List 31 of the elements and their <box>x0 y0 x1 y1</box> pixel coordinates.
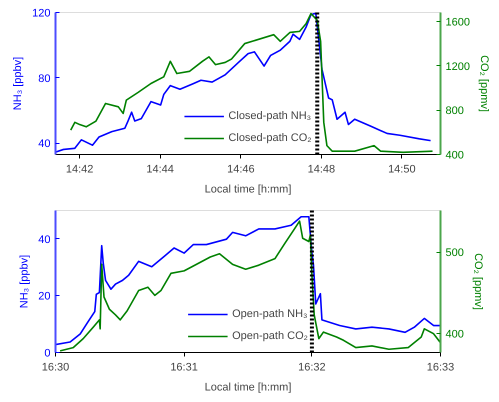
x-axis-title: Local time [h:mm] <box>204 382 292 394</box>
x-tick-label: 14:44 <box>146 164 174 176</box>
y-axis-title: NH₃ [ppbv] <box>12 56 24 110</box>
y2-tick-label: 400 <box>446 150 464 162</box>
x-tick-label: 14:48 <box>308 164 336 176</box>
y2-axis-title: CO₂ [ppmv] <box>472 253 484 310</box>
y2-tick-label: 800 <box>446 105 464 118</box>
y2-axis-title: CO₂ [ppmv] <box>478 55 490 112</box>
x-tick-label: 16:32 <box>298 362 326 374</box>
y2-tick-label: 500 <box>446 247 464 260</box>
y-axis-title: NH₃ [ppbv] <box>18 254 30 308</box>
x-tick-label: 16:33 <box>426 362 454 374</box>
y-tick-label: 20 <box>38 290 51 303</box>
y-tick-label: 40 <box>38 138 51 150</box>
y-tick-label: 0 <box>44 348 51 360</box>
legend-label: Closed-path CO₂ <box>228 132 312 144</box>
y-tick-label: 80 <box>38 72 51 85</box>
y-tick-label: 120 <box>32 8 51 20</box>
x-tick-label: 14:42 <box>66 164 94 176</box>
x-tick-label: 14:46 <box>227 164 255 176</box>
y2-tick-label: 400 <box>446 328 464 341</box>
x-tick-label: 14:50 <box>388 164 416 176</box>
legend-label: Open-path CO₂ <box>232 330 308 342</box>
x-axis-title: Local time [h:mm] <box>204 184 292 196</box>
y2-tick-label: 1200 <box>446 60 470 73</box>
x-tick-label: 16:30 <box>42 362 70 374</box>
y-tick-label: 40 <box>38 234 51 246</box>
legend-label: Closed-path NH₃ <box>228 110 312 122</box>
y2-tick-label: 1600 <box>446 16 470 28</box>
x-tick-label: 16:31 <box>170 362 198 374</box>
legend-label: Open-path NH₃ <box>232 308 308 320</box>
